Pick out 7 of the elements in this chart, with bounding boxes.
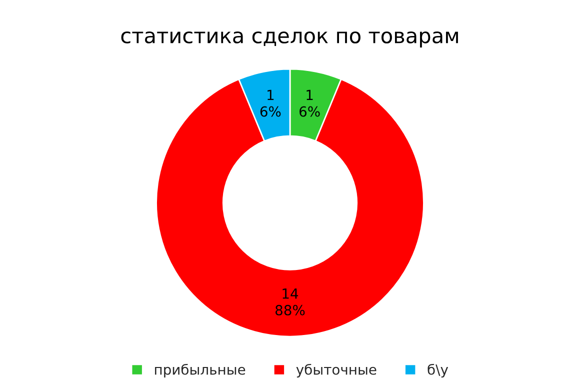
- legend-label: прибыльные: [155, 364, 246, 378]
- legend-label: б\у: [428, 364, 448, 378]
- chart-title: статистика сделок по товарам: [121, 31, 458, 48]
- legend-label: убыточные: [296, 364, 376, 378]
- data-label: 1 6%: [260, 90, 281, 117]
- data-label: 14 88%: [276, 288, 305, 316]
- data-label: 1 6%: [300, 90, 320, 117]
